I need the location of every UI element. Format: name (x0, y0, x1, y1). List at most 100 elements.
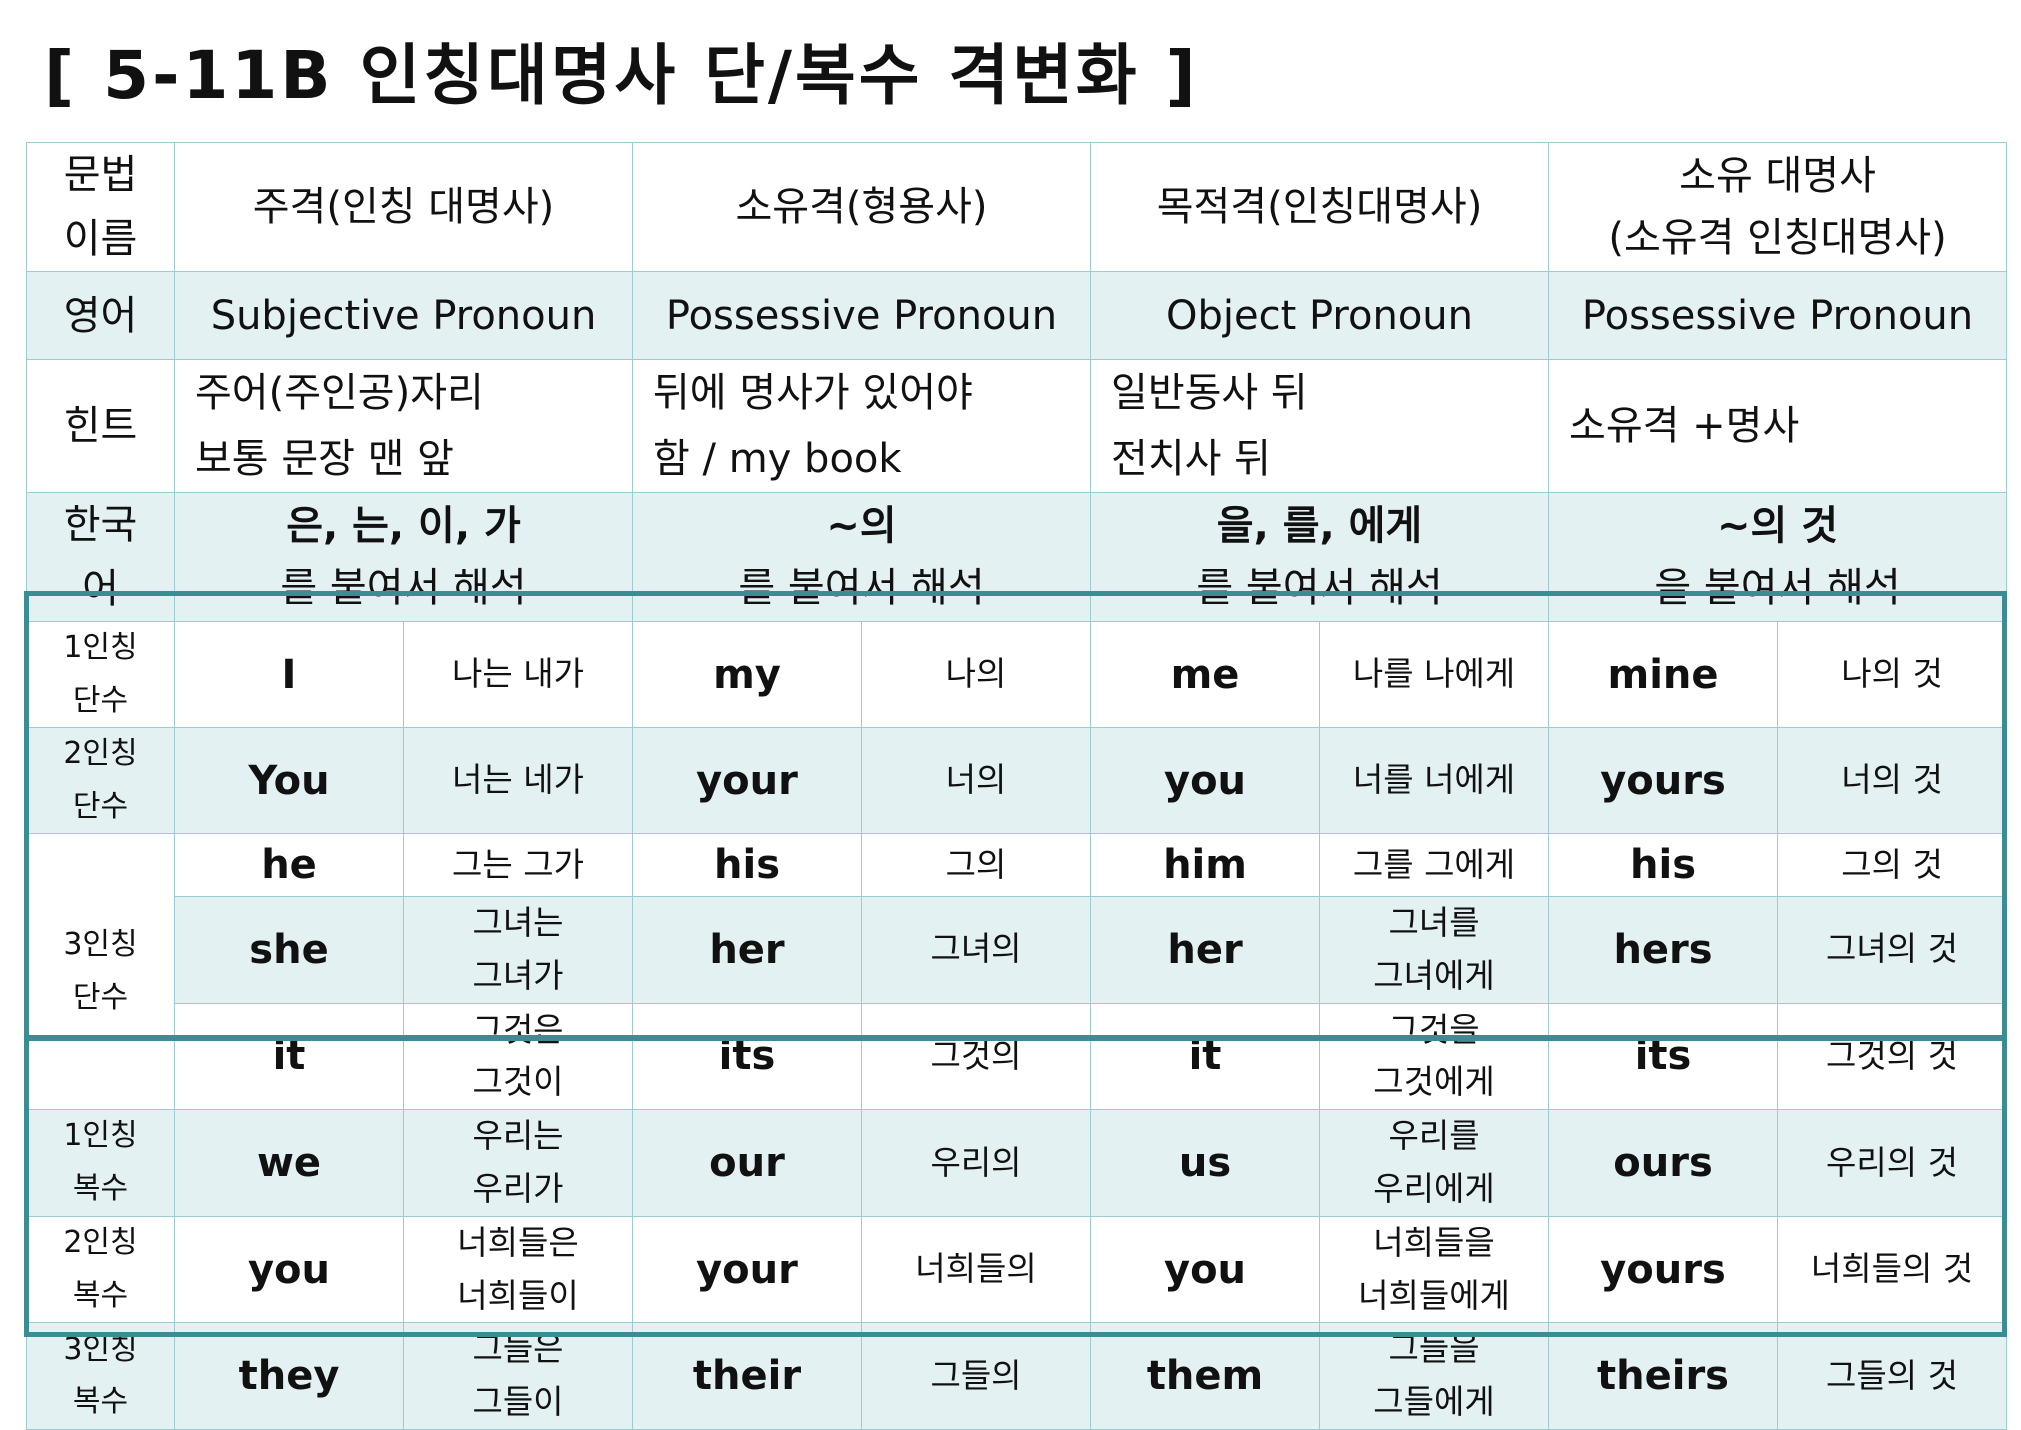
table-row: she 그녀는 그녀가 her 그녀의 her 그녀를 그녀에게 hers 그녀의 것 (27, 896, 2008, 1004)
cell-possessive-meaning: 그것의 (860, 1002, 1092, 1111)
cell-possessive-meaning: 너희들의 (860, 1215, 1092, 1324)
cell-subject-meaning: 그녀는 그녀가 (403, 896, 633, 1004)
korean-note: 을 붙여서 해석 (1654, 565, 1901, 611)
korean-particle: ~의 것 (1717, 503, 1839, 549)
cell-subject: it (174, 1002, 404, 1111)
cell-subject-meaning: 우리는 우리가 (403, 1109, 633, 1217)
cell-possessive-meaning: 그들의 (860, 1322, 1092, 1430)
cell-possessive-meaning: 그의 (860, 833, 1092, 897)
header-possessive-adjective: 소유격(형용사) (631, 142, 1092, 272)
cell-possessive-meaning: 나의 (860, 621, 1092, 728)
cell-subject-meaning: 너는 네가 (403, 727, 633, 834)
korean-particle: 은, 는, 이, 가 (286, 503, 521, 549)
cell-subject: you (174, 1215, 404, 1324)
hint-objective: 일반동사 뒤 전치사 뒤 (1090, 359, 1550, 493)
cell-possessive-meaning: 그녀의 (860, 896, 1092, 1004)
cell-possessive-pronoun-meaning: 그녀의 것 (1777, 896, 2008, 1004)
pronoun-table: 문법 이름 주격(인칭 대명사) 소유격(형용사) 목적격(인칭대명사) 소유 대… (26, 142, 2008, 1430)
cell-object-meaning: 우리를 우리에게 (1319, 1109, 1550, 1217)
hint-subjective: 주어(주인공)자리 보통 문장 맨 앞 (174, 359, 633, 493)
cell-possessive-pronoun: hers (1548, 896, 1779, 1004)
cell-possessive-pronoun: yours (1548, 1215, 1779, 1324)
korean-objective: 을, 를, 에게 를 붙여서 해석 (1090, 492, 1550, 622)
cell-possessive: her (632, 896, 862, 1004)
cell-possessive-pronoun-meaning: 우리의 것 (1777, 1109, 2008, 1217)
cell-possessive: my (632, 621, 862, 728)
cell-subject-meaning: 그는 그가 (403, 833, 633, 897)
table-row: 2인칭 단수 You 너는 네가 your 너의 you 너를 너에게 yours 너의 것 (26, 727, 2008, 834)
cell-subject-meaning: 너희들은 너희들이 (403, 1215, 633, 1324)
cell-possessive-pronoun-meaning: 너의 것 (1777, 727, 2008, 834)
table-row: 3인칭 단수 he 그는 그가 his 그의 him 그를 그에게 his 그의 것 (26, 832, 2008, 1111)
cell-subject-meaning: 그들은 그들이 (403, 1322, 633, 1430)
person-label: 1인칭 단수 (26, 621, 175, 728)
cell-possessive: your (632, 727, 862, 834)
cell-object-meaning: 그를 그에게 (1319, 833, 1550, 897)
cell-possessive-pronoun-meaning: 그들의 것 (1777, 1322, 2008, 1430)
cell-possessive: its (632, 1002, 862, 1111)
cell-possessive: their (632, 1322, 862, 1430)
korean-note: 를 붙여서 해석 (1196, 565, 1443, 611)
table-row: 3인칭 복수 they 그들은 그들이 their 그들의 them 그들을 그들에게 theirs… (26, 1322, 2008, 1430)
person-label: 3인칭 단수 (26, 832, 175, 1111)
cell-subject: he (174, 833, 404, 897)
cell-possessive-pronoun: mine (1548, 621, 1779, 728)
cell-possessive-meaning: 너의 (860, 727, 1092, 834)
cell-possessive-pronoun-meaning: 그것의 것 (1777, 1002, 2008, 1111)
table-row: 2인칭 복수 you 너희들은 너희들이 your 너희들의 you 너희들을 너희들에게 your… (26, 1215, 2008, 1324)
cell-subject: they (174, 1322, 404, 1430)
table-row: it 그것은 그것이 its 그것의 it 그것을 그것에게 its 그것의 것 (27, 1002, 2008, 1111)
english-subjective: Subjective Pronoun (174, 271, 633, 360)
cell-possessive-pronoun: his (1548, 833, 1779, 897)
cell-subject-meaning: 나는 내가 (403, 621, 633, 728)
cell-object-meaning: 나를 나에게 (1319, 621, 1550, 728)
person-label: 2인칭 단수 (26, 727, 175, 834)
korean-subjective: 은, 는, 이, 가 를 붙여서 해석 (174, 492, 633, 622)
row-label-english: 영어 (26, 271, 175, 360)
row-label-korean: 한국 어 (26, 492, 175, 622)
english-possessive-adjective: Possessive Pronoun (631, 271, 1092, 360)
english-possessive-pronoun: Possessive Pronoun (1548, 271, 2008, 360)
cell-object: me (1090, 621, 1321, 728)
cell-possessive: our (632, 1109, 862, 1217)
korean-note: 를 붙여서 해석 (738, 565, 985, 611)
korean-particle: 을, 를, 에게 (1216, 503, 1423, 549)
header-possessive-pronoun: 소유 대명사 (소유격 인칭대명사) (1548, 142, 2008, 272)
table-row: 1인칭 복수 we 우리는 우리가 our 우리의 us 우리를 우리에게 ours 우리의 것 (26, 1109, 2008, 1217)
header-subjective: 주격(인칭 대명사) (174, 142, 633, 272)
cell-object-meaning: 너희들을 너희들에게 (1319, 1215, 1550, 1324)
cell-object: it (1090, 1002, 1321, 1111)
cell-subject: I (174, 621, 404, 728)
row-label-hint: 힌트 (26, 359, 175, 493)
cell-subject: You (174, 727, 404, 834)
table-row: 1인칭 단수 I 나는 내가 my 나의 me 나를 나에게 mine 나의 것 (26, 621, 2008, 728)
korean-possessive-adjective: ~의 를 붙여서 해석 (631, 492, 1092, 622)
korean-note: 를 붙여서 해석 (280, 565, 527, 611)
cell-object: you (1090, 1215, 1321, 1324)
cell-object: her (1090, 896, 1321, 1004)
cell-possessive-meaning: 우리의 (860, 1109, 1092, 1217)
page-title: [ 5-11B 인칭대명사 단/복수 격변화 ] (44, 37, 1199, 114)
english-objective: Object Pronoun (1090, 271, 1550, 360)
person-label: 2인칭 복수 (26, 1215, 175, 1324)
cell-object: him (1090, 833, 1321, 897)
hint-possessive-adjective: 뒤에 명사가 있어야 함 / my book (631, 359, 1092, 493)
row-label-grammar: 문법 이름 (26, 142, 175, 272)
cell-object: them (1090, 1322, 1321, 1430)
cell-possessive-pronoun: ours (1548, 1109, 1779, 1217)
person-label: 1인칭 복수 (26, 1109, 175, 1217)
cell-possessive-pronoun: yours (1548, 727, 1779, 834)
cell-subject-meaning: 그것은 그것이 (403, 1002, 633, 1111)
person-label: 3인칭 복수 (26, 1322, 175, 1430)
cell-object: you (1090, 727, 1321, 834)
cell-possessive-pronoun: theirs (1548, 1322, 1779, 1430)
cell-possessive: your (632, 1215, 862, 1324)
cell-possessive-pronoun-meaning: 너희들의 것 (1777, 1215, 2008, 1324)
cell-object: us (1090, 1109, 1321, 1217)
cell-object-meaning: 너를 너에게 (1319, 727, 1550, 834)
cell-possessive: his (632, 833, 862, 897)
cell-object-meaning: 그것을 그것에게 (1319, 1002, 1550, 1111)
korean-particle: ~의 (826, 503, 897, 549)
cell-possessive-pronoun: its (1548, 1002, 1779, 1111)
korean-possessive-pronoun: ~의 것 을 붙여서 해석 (1548, 492, 2008, 622)
